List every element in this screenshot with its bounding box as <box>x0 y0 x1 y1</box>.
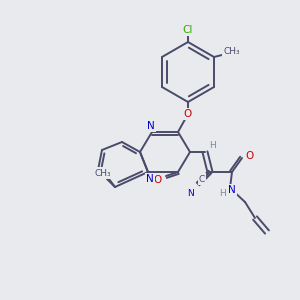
Text: H: H <box>210 140 216 149</box>
Text: O: O <box>154 175 162 185</box>
Text: O: O <box>245 151 253 161</box>
Text: N: N <box>187 188 194 197</box>
Text: CH₃: CH₃ <box>95 169 111 178</box>
Text: N: N <box>146 174 154 184</box>
Text: N: N <box>228 185 236 195</box>
Text: C: C <box>199 175 205 184</box>
Text: Cl: Cl <box>183 25 193 35</box>
Text: CH₃: CH₃ <box>224 47 240 56</box>
Text: H: H <box>219 188 225 197</box>
Text: N: N <box>147 121 155 131</box>
Text: O: O <box>184 109 192 119</box>
